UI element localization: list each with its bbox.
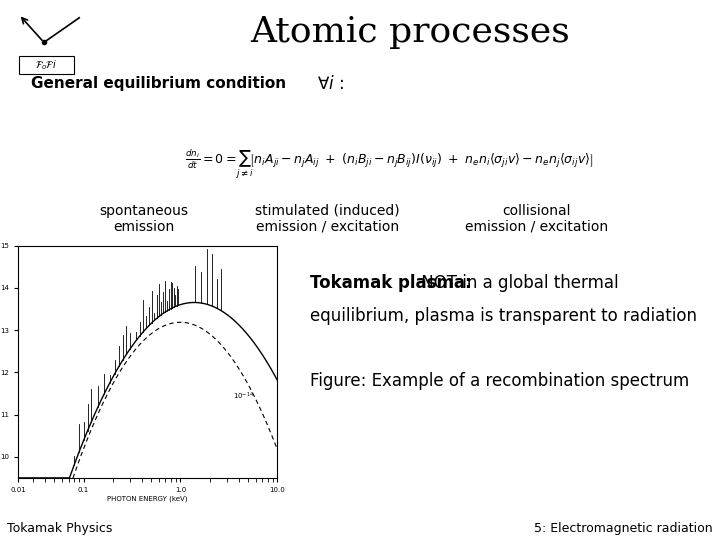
X-axis label: PHOTON ENERGY (keV): PHOTON ENERGY (keV) — [107, 496, 188, 502]
Text: Atomic processes: Atomic processes — [251, 16, 570, 49]
Text: $10^{-14}$: $10^{-14}$ — [233, 391, 254, 402]
Text: Tokamak plasma:: Tokamak plasma: — [310, 274, 471, 293]
Bar — [19, 56, 74, 74]
Text: equilibrium, plasma is transparent to radiation: equilibrium, plasma is transparent to ra… — [310, 307, 697, 325]
Text: collisional
emission / excitation: collisional emission / excitation — [465, 204, 608, 234]
Text: NOT in a global thermal: NOT in a global thermal — [416, 274, 618, 293]
Text: $\forall i\,:$: $\forall i\,:$ — [317, 75, 344, 93]
Text: $\mathcal{F}_o\mathcal{F}i$: $\mathcal{F}_o\mathcal{F}i$ — [35, 58, 58, 72]
Text: spontaneous
emission: spontaneous emission — [99, 204, 189, 234]
Text: General equilibrium condition: General equilibrium condition — [31, 76, 286, 91]
Text: Tokamak Physics: Tokamak Physics — [7, 522, 112, 535]
Text: stimulated (induced)
emission / excitation: stimulated (induced) emission / excitati… — [256, 204, 400, 234]
Text: 5: Electromagnetic radiation: 5: Electromagnetic radiation — [534, 522, 713, 535]
Text: $\frac{dn_i}{dt} = 0 = \!\sum_{j \neq i}\!\left[n_i A_{ji} - n_j A_{ij}\ +\ (n_i: $\frac{dn_i}{dt} = 0 = \!\sum_{j \neq i}… — [184, 148, 593, 181]
Text: Figure: Example of a recombination spectrum: Figure: Example of a recombination spect… — [310, 372, 689, 390]
